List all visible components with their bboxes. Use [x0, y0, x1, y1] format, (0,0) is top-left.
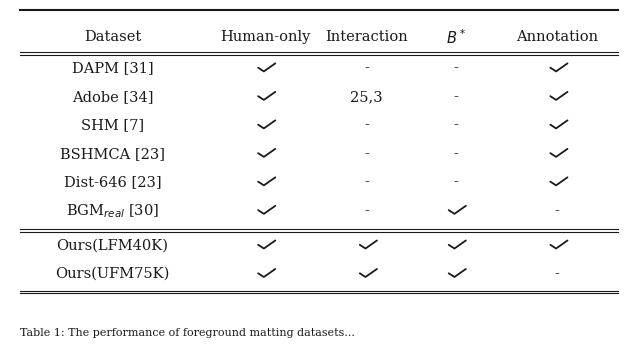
Text: 25,3: 25,3 [350, 90, 383, 104]
Text: -: - [453, 90, 458, 104]
Text: -: - [555, 267, 560, 281]
Text: -: - [453, 147, 458, 161]
Text: -: - [364, 118, 369, 132]
Text: Ours(LFM40K): Ours(LFM40K) [57, 238, 168, 253]
Text: $B^*$: $B^*$ [445, 28, 466, 47]
Text: -: - [453, 61, 458, 75]
Text: SHM [7]: SHM [7] [81, 118, 144, 132]
Text: DAPM [31]: DAPM [31] [71, 61, 153, 75]
Text: -: - [453, 118, 458, 132]
Text: Human-only: Human-only [220, 30, 310, 44]
Text: -: - [364, 175, 369, 189]
Text: -: - [453, 175, 458, 189]
Text: -: - [364, 204, 369, 218]
Text: Annotation: Annotation [516, 30, 598, 44]
Text: -: - [364, 61, 369, 75]
Text: BSHMCA [23]: BSHMCA [23] [60, 147, 165, 161]
Text: -: - [555, 204, 560, 218]
Text: Adobe [34]: Adobe [34] [72, 90, 153, 104]
Text: Table 1: The performance of foreground matting datasets...: Table 1: The performance of foreground m… [20, 328, 355, 338]
Text: Ours(UFM75K): Ours(UFM75K) [56, 267, 170, 281]
Text: Dataset: Dataset [84, 30, 141, 44]
Text: BGM$_\mathit{real}$ [30]: BGM$_\mathit{real}$ [30] [66, 202, 159, 220]
Text: Dist-646 [23]: Dist-646 [23] [64, 175, 161, 189]
Text: Interaction: Interaction [325, 30, 408, 44]
Text: -: - [364, 147, 369, 161]
